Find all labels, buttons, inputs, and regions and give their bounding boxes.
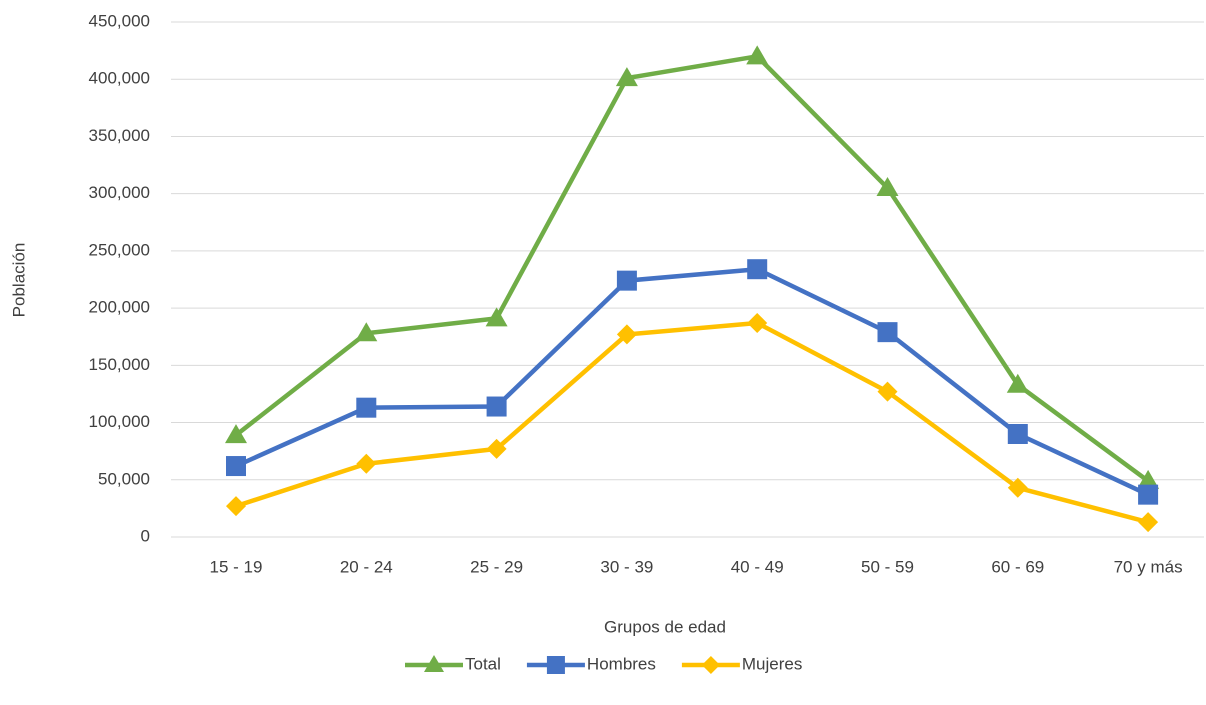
x-axis-title: Grupos de edad (604, 617, 726, 636)
y-axis-title: Población (9, 243, 28, 318)
y-tick-label: 50,000 (98, 469, 150, 488)
point (355, 322, 378, 342)
point (356, 397, 377, 418)
legend-label: Hombres (587, 654, 656, 673)
legend-marker (546, 656, 565, 674)
x-tick-label: 15 - 19 (210, 557, 263, 576)
point (616, 270, 637, 291)
point (877, 322, 898, 343)
legend-label: Total (465, 654, 501, 673)
y-tick-label: 200,000 (89, 298, 150, 317)
point (1138, 484, 1159, 505)
point (486, 438, 507, 459)
point (615, 67, 638, 87)
point (1138, 512, 1159, 533)
point (616, 324, 637, 345)
x-tick-label: 70 y más (1114, 557, 1183, 576)
point (747, 312, 768, 333)
y-tick-label: 350,000 (89, 126, 150, 145)
x-tick-label: 20 - 24 (340, 557, 393, 576)
y-tick-label: 400,000 (89, 69, 150, 88)
point (486, 396, 507, 417)
x-tick-label: 60 - 69 (991, 557, 1044, 576)
point (226, 496, 246, 517)
series-line (234, 54, 1150, 483)
point (877, 381, 898, 402)
point (356, 453, 377, 474)
x-tick-label: 40 - 49 (731, 557, 784, 576)
legend-marker (701, 656, 720, 674)
legend-marker (424, 655, 444, 672)
y-tick-label: 0 (141, 526, 150, 545)
point (747, 259, 768, 280)
point (1007, 424, 1028, 444)
point (225, 424, 247, 444)
series-line (235, 320, 1149, 525)
point (746, 45, 769, 65)
y-tick-label: 100,000 (89, 412, 150, 431)
point (1007, 477, 1028, 498)
series-line (235, 266, 1150, 497)
point (1137, 469, 1160, 489)
y-tick-label: 250,000 (89, 240, 150, 259)
point (485, 307, 508, 327)
x-tick-label: 30 - 39 (600, 557, 653, 576)
x-tick-label: 50 - 59 (861, 557, 914, 576)
y-tick-label: 300,000 (89, 183, 150, 202)
y-tick-label: 450,000 (89, 11, 150, 30)
legend-label: Mujeres (742, 654, 802, 673)
point (1006, 373, 1029, 393)
point (876, 176, 899, 196)
x-tick-label: 25 - 29 (470, 557, 523, 576)
point (226, 456, 246, 477)
y-tick-label: 150,000 (89, 355, 150, 374)
